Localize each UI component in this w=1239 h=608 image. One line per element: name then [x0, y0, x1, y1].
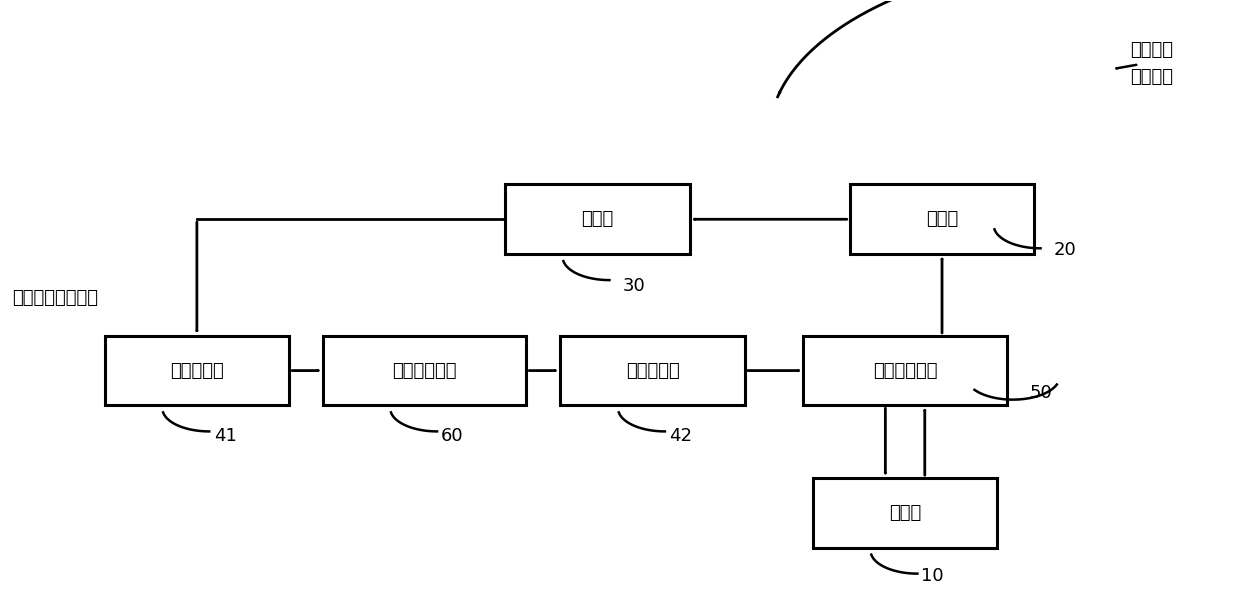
- Bar: [813, 478, 997, 548]
- Text: 50: 50: [1030, 384, 1052, 402]
- Text: 30: 30: [623, 277, 646, 295]
- Bar: [803, 336, 1006, 406]
- Text: 低温分离容器: 低温分离容器: [872, 362, 938, 379]
- Bar: [104, 336, 289, 406]
- Text: 冷凝器: 冷凝器: [581, 210, 613, 228]
- Text: 制冷剂气: 制冷剂气: [1130, 41, 1173, 59]
- Text: 42: 42: [669, 427, 693, 445]
- Text: 一次节流器: 一次节流器: [170, 362, 224, 379]
- Bar: [323, 336, 527, 406]
- Text: 蒸发器: 蒸发器: [888, 504, 921, 522]
- Text: 41: 41: [214, 427, 237, 445]
- Text: 体的流向: 体的流向: [1130, 68, 1173, 86]
- Text: 60: 60: [441, 427, 463, 445]
- Text: 10: 10: [921, 567, 943, 586]
- Text: 压缩机: 压缩机: [926, 210, 958, 228]
- Text: 制冷剂液体的流向: 制冷剂液体的流向: [12, 289, 98, 307]
- Bar: [560, 336, 745, 406]
- Bar: [504, 184, 690, 254]
- Text: 二次节流器: 二次节流器: [626, 362, 679, 379]
- Bar: [850, 184, 1035, 254]
- Text: 20: 20: [1054, 241, 1077, 258]
- Text: 闪发式经济器: 闪发式经济器: [393, 362, 457, 379]
